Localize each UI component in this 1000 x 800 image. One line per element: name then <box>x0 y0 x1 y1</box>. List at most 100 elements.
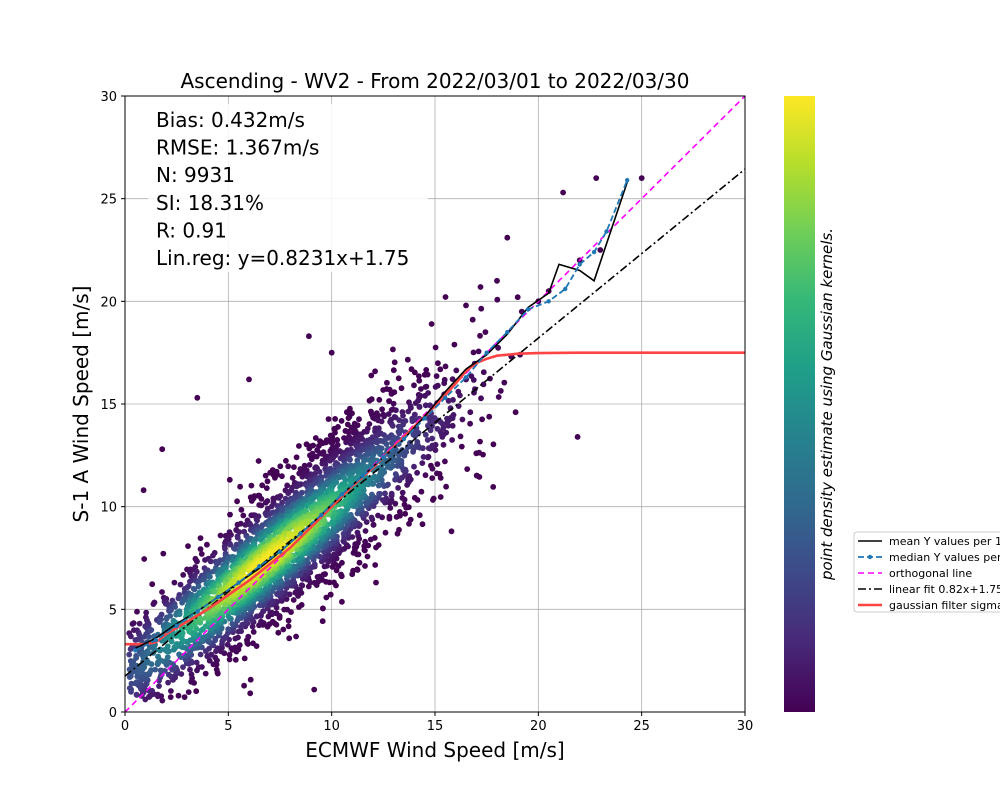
scatter-point <box>281 606 288 613</box>
scatter-point <box>384 379 390 386</box>
scatter-point <box>364 553 371 560</box>
scatter-point <box>414 469 420 476</box>
median-marker <box>401 436 407 442</box>
scatter-point <box>514 294 521 301</box>
scatter-point <box>241 655 248 662</box>
scatter-point <box>409 418 416 425</box>
scatter-point <box>593 175 600 182</box>
scatter-point <box>464 466 471 472</box>
scatter-point <box>459 416 466 423</box>
y-tick-label: 30 <box>100 90 117 105</box>
scatter-point <box>389 439 395 446</box>
scatter-point <box>284 482 291 489</box>
y-tick-label: 25 <box>100 193 117 208</box>
scatter-point <box>368 372 375 379</box>
scatter-point <box>207 558 214 565</box>
scatter-point <box>350 567 356 574</box>
median-marker <box>339 492 345 497</box>
scatter-point <box>126 651 133 658</box>
scatter-point <box>312 435 319 441</box>
scatter-point <box>332 429 338 436</box>
scatter-point <box>226 476 233 483</box>
scatter-point <box>321 563 328 570</box>
scatter-point <box>390 400 397 407</box>
scatter-point <box>165 671 172 678</box>
scatter-point <box>638 175 645 182</box>
scatter-point <box>229 621 236 627</box>
scatter-point <box>382 529 389 536</box>
scatter-point <box>329 519 336 525</box>
scatter-point <box>197 535 204 541</box>
scatter-point <box>425 445 432 452</box>
scatter-point <box>437 366 444 373</box>
median-marker <box>174 623 179 628</box>
colorbar: point density estimate using Gaussian ke… <box>784 96 836 712</box>
scatter-point <box>268 503 275 510</box>
scatter-point <box>316 468 323 475</box>
scatter-point <box>381 432 387 438</box>
stat-line: SI: 18.31% <box>156 191 264 215</box>
scatter-point <box>136 620 143 627</box>
scatter-point <box>262 499 269 506</box>
scatter-point <box>387 453 394 460</box>
scatter-point <box>181 694 188 700</box>
scatter-point <box>396 509 403 515</box>
scatter-point <box>365 451 372 457</box>
median-marker <box>153 637 159 643</box>
scatter-point <box>313 453 320 460</box>
scatter-point <box>395 485 401 491</box>
scatter-point <box>434 425 441 432</box>
scatter-point <box>442 294 449 300</box>
scatter-point <box>134 608 140 615</box>
median-marker <box>625 178 630 183</box>
scatter-point <box>259 482 266 489</box>
scatter-point <box>480 381 487 388</box>
scatter-point <box>597 247 604 253</box>
scatter-point <box>450 397 456 403</box>
scatter-point <box>197 546 204 552</box>
scatter-point <box>311 686 318 693</box>
scatter-point <box>159 697 166 704</box>
scatter-point <box>185 689 192 695</box>
scatter-point <box>258 502 265 509</box>
scatter-point <box>238 506 245 513</box>
scatter-point <box>449 422 456 429</box>
scatter-point <box>401 501 408 508</box>
scatter-point <box>477 284 484 290</box>
scatter-point <box>237 483 244 490</box>
scatter-point <box>418 386 424 392</box>
scatter-point <box>279 499 285 506</box>
scatter-point <box>425 422 431 429</box>
scatter-point <box>148 667 155 673</box>
scatter-point <box>191 586 198 593</box>
scatter-point <box>148 627 155 633</box>
scatter-point <box>322 461 329 468</box>
scatter-point <box>143 609 150 616</box>
scatter-point <box>490 441 497 448</box>
scatter-point <box>399 489 406 496</box>
scatter-point <box>312 480 318 486</box>
scatter-point <box>157 667 164 674</box>
scatter-point <box>220 635 227 642</box>
median-marker <box>563 286 568 292</box>
series-line-2 <box>125 96 745 712</box>
scatter-point <box>361 543 368 550</box>
scatter-point <box>239 621 246 628</box>
scatter-point <box>160 550 167 557</box>
scatter-point <box>184 584 191 591</box>
scatter-point <box>411 494 418 501</box>
scatter-point <box>296 604 302 610</box>
legend-label: linear fit 0.82x+1.75 <box>889 583 1000 596</box>
scatter-point <box>159 589 165 595</box>
scatter-point <box>225 626 232 633</box>
scatter-point <box>392 471 399 477</box>
scatter-point <box>416 377 423 384</box>
median-marker <box>443 395 448 400</box>
scatter-point <box>277 463 284 470</box>
scatter-point <box>480 369 487 376</box>
scatter-point <box>363 519 370 525</box>
scatter-point <box>405 408 412 415</box>
scatter-point <box>194 394 201 401</box>
scatter-point <box>458 443 465 450</box>
scatter-point <box>296 443 302 449</box>
